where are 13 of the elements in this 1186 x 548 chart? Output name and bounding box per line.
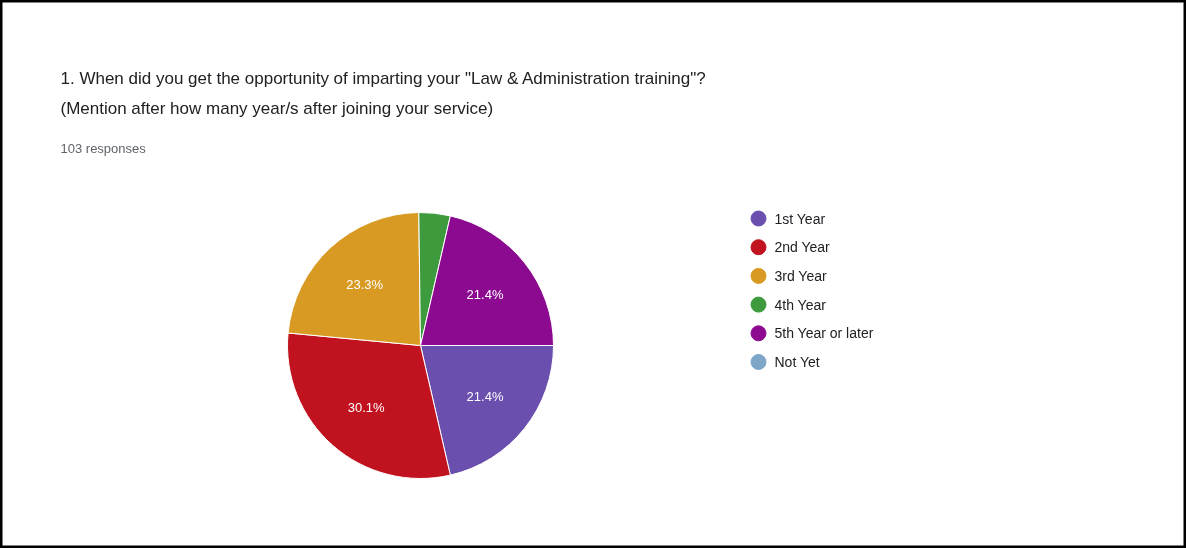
legend-label: 3rd Year <box>774 267 827 284</box>
legend-label: Not Yet <box>774 354 820 370</box>
chart-title: 1. When did you get the opportunity of imparting your "Law & Administration training"? <box>60 69 706 88</box>
data-label: 21.4% <box>466 286 504 302</box>
data-label: 23.3% <box>346 277 384 293</box>
legend-label: 5th Year or later <box>774 325 874 342</box>
data-label: 21.4% <box>466 389 504 405</box>
text: 103 responses <box>60 141 147 156</box>
data-label: 30.1% <box>347 400 386 416</box>
legend-label: 1st Year <box>774 210 826 227</box>
legend-label: 4th Year <box>774 296 827 313</box>
chart-subtitle: (Mention after how many year/s after joining your service) <box>60 99 494 118</box>
legend-label: 2nd Year <box>774 239 831 256</box>
